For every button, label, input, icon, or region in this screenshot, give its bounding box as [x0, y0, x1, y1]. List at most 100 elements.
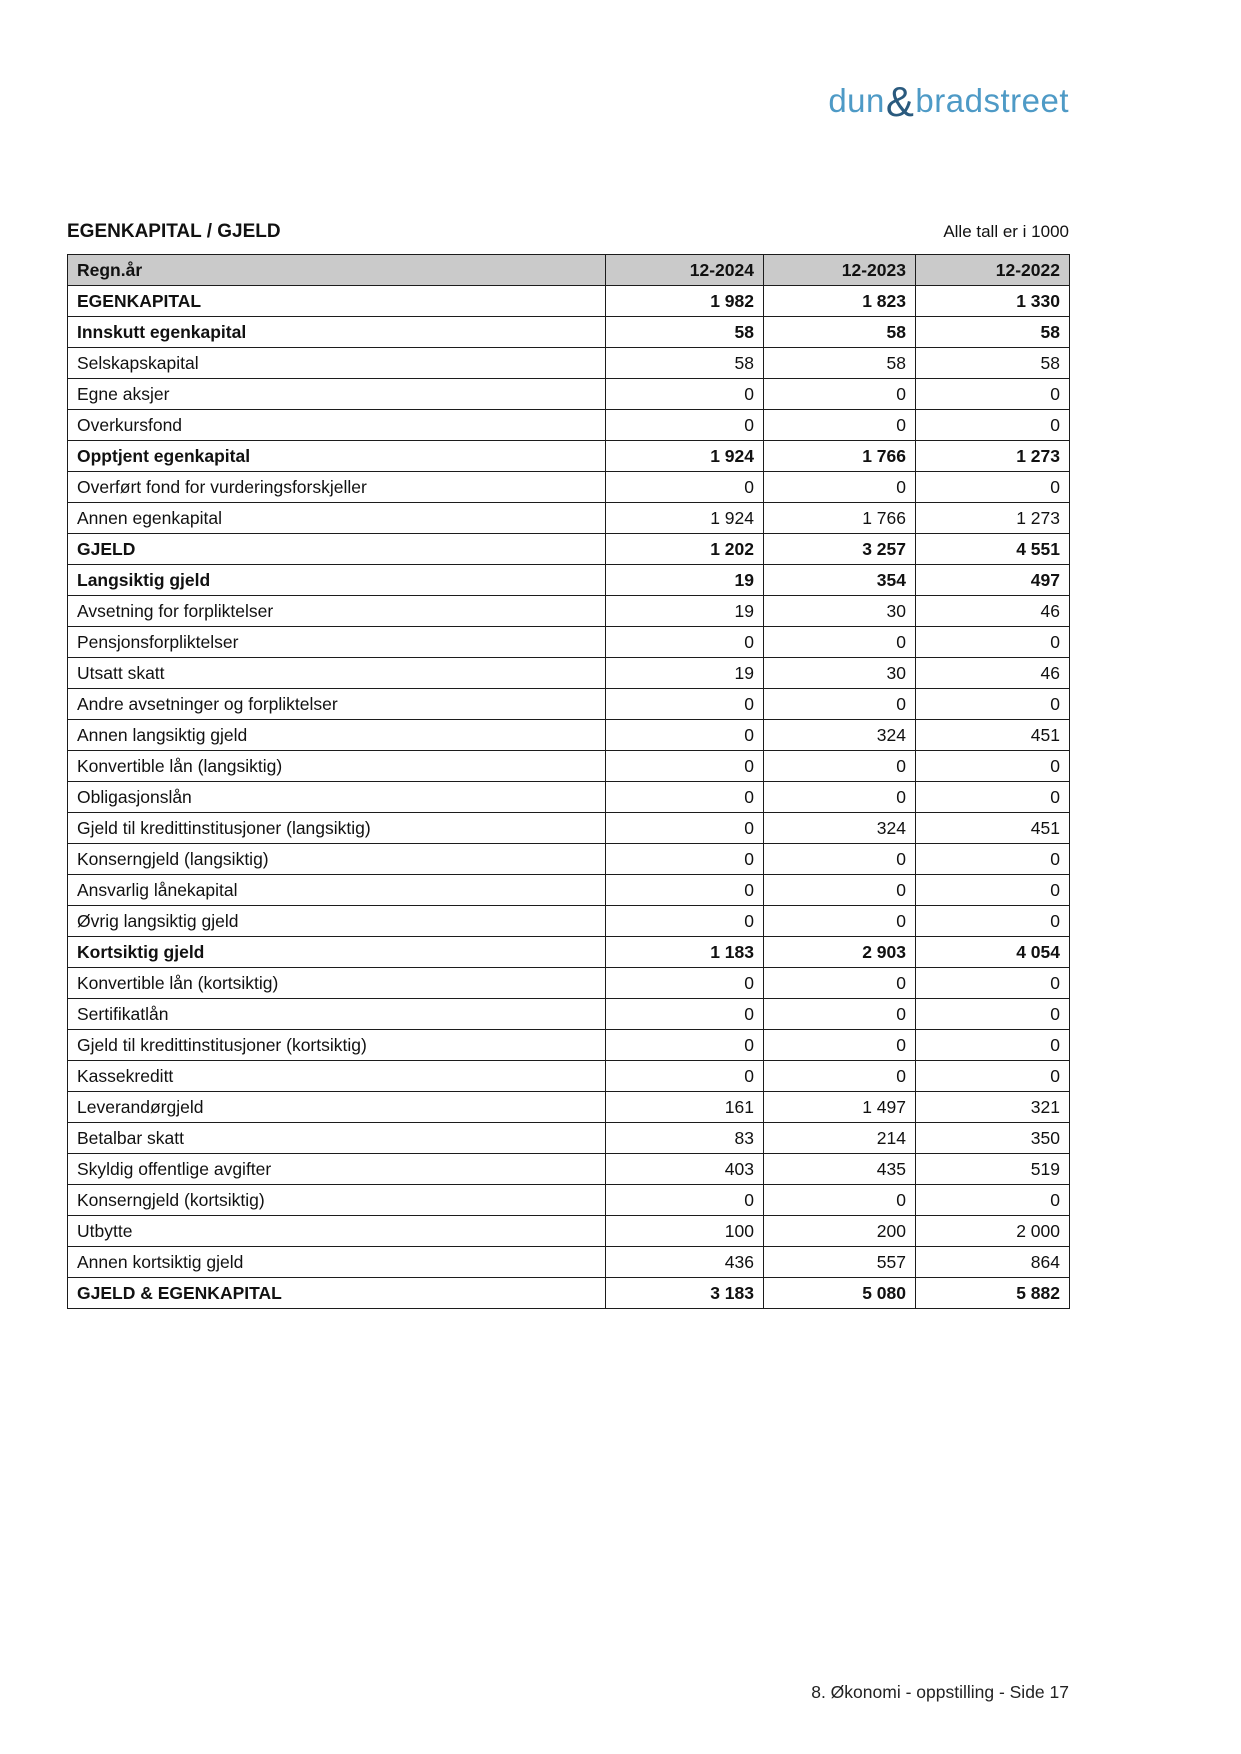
row-label: Innskutt egenkapital: [67, 316, 606, 348]
table-row: Opptjent egenkapital 1 924 1 766 1 273: [67, 440, 1070, 472]
logo-text-dun: dun: [828, 82, 885, 119]
row-value: 0: [605, 471, 764, 503]
row-value: 0: [915, 967, 1070, 999]
row-value: 0: [763, 1060, 916, 1092]
row-label: Selskapskapital: [67, 347, 606, 379]
table-row: Utbytte 100 200 2 000: [67, 1215, 1070, 1247]
row-value: 354: [763, 564, 916, 596]
page-footer: 8. Økonomi - oppstilling - Side 17: [811, 1682, 1069, 1702]
table-row: Skyldig offentlige avgifter 403 435 519: [67, 1153, 1070, 1185]
row-value: 0: [915, 1029, 1070, 1061]
table-row: Kassekreditt 0 0 0: [67, 1060, 1070, 1092]
row-value: 0: [605, 1184, 764, 1216]
row-value: 1 823: [763, 285, 916, 317]
row-value: 1 273: [915, 502, 1070, 534]
row-value: 46: [915, 657, 1070, 689]
row-value: 5 882: [915, 1277, 1070, 1309]
row-label: EGENKAPITAL: [67, 285, 606, 317]
table-row: Innskutt egenkapital 58 58 58: [67, 316, 1070, 348]
row-value: 19: [605, 595, 764, 627]
table-row: Annen kortsiktig gjeld 436 557 864: [67, 1246, 1070, 1278]
row-value: 0: [605, 688, 764, 720]
row-value: 324: [763, 812, 916, 844]
row-value: 0: [915, 1060, 1070, 1092]
row-value: 0: [605, 905, 764, 937]
table-row: Annen egenkapital 1 924 1 766 1 273: [67, 502, 1070, 534]
row-value: 0: [915, 626, 1070, 658]
row-label: Egne aksjer: [67, 378, 606, 410]
row-label: GJELD: [67, 533, 606, 565]
table-row: Kortsiktig gjeld 1 183 2 903 4 054: [67, 936, 1070, 968]
logo-ampersand-icon: &: [885, 78, 915, 125]
row-label: Pensjonsforpliktelser: [67, 626, 606, 658]
row-value: 0: [915, 843, 1070, 875]
row-value: 451: [915, 719, 1070, 751]
table-row: Betalbar skatt 83 214 350: [67, 1122, 1070, 1154]
row-value: 435: [763, 1153, 916, 1185]
row-value: 0: [763, 409, 916, 441]
row-value: 0: [605, 874, 764, 906]
row-value: 0: [605, 719, 764, 751]
row-value: 0: [763, 843, 916, 875]
row-value: 497: [915, 564, 1070, 596]
table-row: Konvertible lån (langsiktig) 0 0 0: [67, 750, 1070, 782]
row-value: 0: [605, 750, 764, 782]
row-value: 83: [605, 1122, 764, 1154]
row-value: 0: [915, 750, 1070, 782]
row-value: 58: [605, 316, 764, 348]
row-value: 0: [605, 626, 764, 658]
row-label: Konvertible lån (kortsiktig): [67, 967, 606, 999]
row-value: 19: [605, 657, 764, 689]
row-value: 1 924: [605, 440, 764, 472]
section-header: EGENKAPITAL / GJELD Alle tall er i 1000: [67, 221, 1069, 243]
row-label: Annen kortsiktig gjeld: [67, 1246, 606, 1278]
row-value: 0: [605, 1060, 764, 1092]
table-row: GJELD & EGENKAPITAL 3 183 5 080 5 882: [67, 1277, 1070, 1309]
table-row: GJELD 1 202 3 257 4 551: [67, 533, 1070, 565]
row-label: Skyldig offentlige avgifter: [67, 1153, 606, 1185]
row-value: 0: [605, 378, 764, 410]
table-row: Andre avsetninger og forpliktelser 0 0 0: [67, 688, 1070, 720]
row-value: 0: [763, 626, 916, 658]
page-title: EGENKAPITAL / GJELD: [67, 221, 281, 242]
row-value: 58: [605, 347, 764, 379]
row-value: 557: [763, 1246, 916, 1278]
row-value: 0: [915, 471, 1070, 503]
row-value: 1 183: [605, 936, 764, 968]
row-value: 1 497: [763, 1091, 916, 1123]
row-label: Annen langsiktig gjeld: [67, 719, 606, 751]
table-row: Overkursfond 0 0 0: [67, 409, 1070, 441]
row-value: 864: [915, 1246, 1070, 1278]
row-label: Kassekreditt: [67, 1060, 606, 1092]
row-value: 58: [763, 316, 916, 348]
row-label: Gjeld til kredittinstitusjoner (langsikt…: [67, 812, 606, 844]
row-value: 0: [915, 688, 1070, 720]
row-value: 161: [605, 1091, 764, 1123]
row-value: 350: [915, 1122, 1070, 1154]
row-value: 214: [763, 1122, 916, 1154]
table-row: Overført fond for vurderingsforskjeller 0…: [67, 471, 1070, 503]
row-label: Utsatt skatt: [67, 657, 606, 689]
column-header-2022: 12-2022: [915, 254, 1070, 286]
column-header-2023: 12-2023: [763, 254, 916, 286]
row-label: Avsetning for forpliktelser: [67, 595, 606, 627]
table-row: Annen langsiktig gjeld 0 324 451: [67, 719, 1070, 751]
row-value: 58: [763, 347, 916, 379]
row-label: Annen egenkapital: [67, 502, 606, 534]
row-value: 0: [763, 905, 916, 937]
row-value: 321: [915, 1091, 1070, 1123]
row-value: 3 257: [763, 533, 916, 565]
row-value: 0: [915, 998, 1070, 1030]
row-label: Betalbar skatt: [67, 1122, 606, 1154]
row-value: 0: [605, 1029, 764, 1061]
table-row: Konvertible lån (kortsiktig) 0 0 0: [67, 967, 1070, 999]
row-label: Konvertible lån (langsiktig): [67, 750, 606, 782]
row-value: 200: [763, 1215, 916, 1247]
row-value: 0: [915, 1184, 1070, 1216]
row-label: Langsiktig gjeld: [67, 564, 606, 596]
balance-sheet-table: Regn.år 12-2024 12-2023 12-2022 EGENKAPI…: [67, 254, 1070, 1309]
row-value: 58: [915, 316, 1070, 348]
row-value: 1 924: [605, 502, 764, 534]
row-value: 58: [915, 347, 1070, 379]
